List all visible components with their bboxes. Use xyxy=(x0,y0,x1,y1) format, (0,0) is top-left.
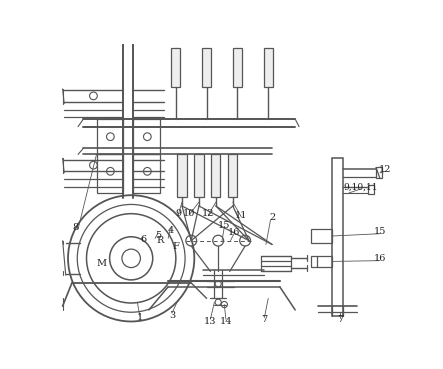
Text: 1: 1 xyxy=(136,313,143,322)
Bar xyxy=(332,158,343,316)
Bar xyxy=(202,48,211,87)
Text: 2: 2 xyxy=(269,213,275,222)
Bar xyxy=(133,154,160,193)
Bar xyxy=(133,119,160,154)
Bar xyxy=(171,48,180,87)
Bar xyxy=(177,154,187,197)
Bar xyxy=(376,168,382,178)
Bar xyxy=(311,229,332,243)
Bar xyxy=(97,154,124,193)
Bar xyxy=(194,154,203,197)
Text: 7: 7 xyxy=(337,315,343,324)
Text: F: F xyxy=(172,242,179,251)
Text: 16: 16 xyxy=(227,228,240,237)
Text: 15: 15 xyxy=(218,221,230,230)
Text: 12: 12 xyxy=(202,209,214,218)
Text: 15: 15 xyxy=(374,227,386,236)
Text: 13: 13 xyxy=(204,317,217,326)
Text: 6: 6 xyxy=(140,235,147,244)
Text: 9: 9 xyxy=(175,209,181,218)
Text: 8: 8 xyxy=(73,223,79,232)
Text: 7: 7 xyxy=(261,315,268,324)
Text: 16: 16 xyxy=(374,254,386,263)
Text: 12: 12 xyxy=(379,165,392,173)
Text: 9,10,11: 9,10,11 xyxy=(343,182,378,191)
Text: R: R xyxy=(157,236,164,245)
Bar xyxy=(211,154,221,197)
Bar xyxy=(228,154,237,197)
Text: M: M xyxy=(96,259,106,268)
Bar xyxy=(311,256,332,267)
Bar xyxy=(264,48,273,87)
Text: 14: 14 xyxy=(220,317,232,326)
Text: 11: 11 xyxy=(235,211,248,220)
Text: 10: 10 xyxy=(183,209,195,218)
Bar xyxy=(233,48,242,87)
Bar xyxy=(368,185,374,194)
Text: 4: 4 xyxy=(167,226,174,235)
Text: 5: 5 xyxy=(155,231,161,240)
Bar xyxy=(97,119,124,154)
Text: 3: 3 xyxy=(169,311,175,320)
